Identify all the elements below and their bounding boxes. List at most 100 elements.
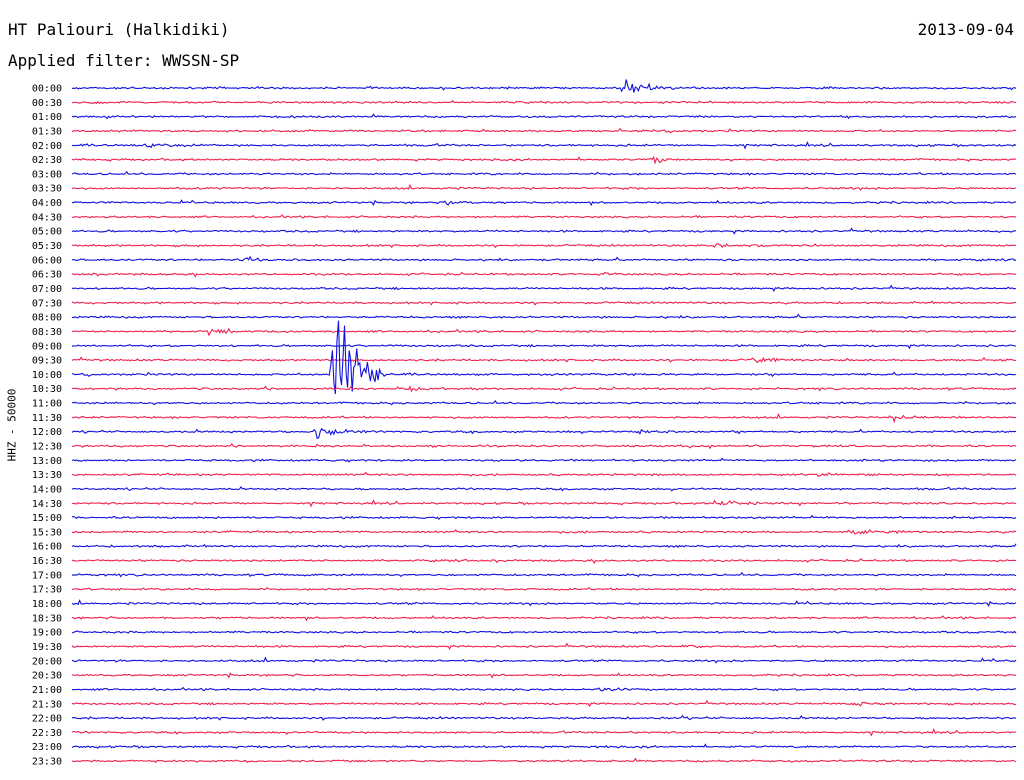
time-label-1930: 19:30 bbox=[32, 642, 62, 653]
time-label-0030: 00:30 bbox=[32, 98, 62, 109]
trace-0900 bbox=[71, 343, 1017, 350]
time-label-0930: 09:30 bbox=[32, 356, 62, 367]
trace-1830 bbox=[71, 615, 1017, 622]
time-label-1200: 12:00 bbox=[32, 427, 62, 438]
time-label-1030: 10:30 bbox=[32, 384, 62, 395]
time-label-0130: 01:30 bbox=[32, 126, 62, 137]
time-label-0230: 02:30 bbox=[32, 155, 62, 166]
recording-date: 2013-09-04 bbox=[917, 20, 1014, 39]
time-label-1800: 18:00 bbox=[32, 599, 62, 610]
trace-1400 bbox=[71, 485, 1017, 492]
time-label-2230: 22:30 bbox=[32, 728, 62, 739]
trace-0400 bbox=[71, 199, 1017, 207]
trace-1730 bbox=[71, 586, 1017, 592]
trace-1330 bbox=[71, 471, 1017, 477]
trace-1100 bbox=[71, 399, 1017, 406]
trace-0330 bbox=[71, 183, 1017, 192]
time-label-1300: 13:00 bbox=[32, 456, 62, 467]
time-label-0000: 00:00 bbox=[32, 84, 62, 95]
time-label-1430: 14:30 bbox=[32, 499, 62, 510]
trace-1200 bbox=[71, 427, 1017, 440]
trace-0530 bbox=[71, 242, 1017, 249]
time-label-1700: 17:00 bbox=[32, 570, 62, 581]
time-label-1500: 15:00 bbox=[32, 513, 62, 524]
trace-1000 bbox=[71, 320, 1017, 394]
trace-2000 bbox=[71, 656, 1017, 664]
trace-1930 bbox=[71, 642, 1016, 651]
time-label-0300: 03:00 bbox=[32, 169, 62, 180]
time-label-1400: 14:00 bbox=[32, 484, 62, 495]
trace-2200 bbox=[71, 714, 1017, 721]
time-label-1330: 13:30 bbox=[32, 470, 62, 481]
trace-1430 bbox=[71, 499, 1017, 508]
time-label-2300: 23:00 bbox=[32, 742, 62, 753]
trace-0500 bbox=[71, 227, 1016, 235]
time-label-1000: 10:00 bbox=[32, 370, 62, 381]
time-label-0600: 06:00 bbox=[32, 255, 62, 266]
trace-0600 bbox=[71, 255, 1017, 262]
trace-1630 bbox=[71, 558, 1016, 565]
time-label-1130: 11:30 bbox=[32, 413, 62, 424]
time-label-2130: 21:30 bbox=[32, 699, 62, 710]
trace-1500 bbox=[72, 514, 1017, 521]
trace-0630 bbox=[71, 271, 1017, 278]
time-label-0100: 01:00 bbox=[32, 112, 62, 123]
trace-0800 bbox=[71, 313, 1017, 320]
time-label-1900: 19:00 bbox=[32, 628, 62, 639]
time-label-1530: 15:30 bbox=[32, 527, 62, 538]
time-label-0900: 09:00 bbox=[32, 341, 62, 352]
time-label-2030: 20:30 bbox=[32, 671, 62, 682]
traces bbox=[71, 79, 1017, 764]
trace-0100 bbox=[71, 113, 1017, 120]
trace-1900 bbox=[71, 630, 1017, 635]
trace-0030 bbox=[71, 100, 1017, 105]
time-label-2000: 20:00 bbox=[32, 656, 62, 667]
trace-2230 bbox=[71, 728, 1017, 737]
time-label-1630: 16:30 bbox=[32, 556, 62, 567]
trace-0130 bbox=[71, 127, 1017, 134]
time-label-1730: 17:30 bbox=[32, 585, 62, 596]
time-label-1230: 12:30 bbox=[32, 442, 62, 453]
station-title: HT Paliouri (Halkidiki) bbox=[8, 20, 230, 39]
time-label-1600: 16:00 bbox=[32, 542, 62, 553]
time-label-0500: 05:00 bbox=[32, 227, 62, 238]
trace-1230 bbox=[71, 442, 1017, 450]
trace-1800 bbox=[71, 599, 1017, 608]
time-label-1100: 11:00 bbox=[32, 399, 62, 410]
trace-0730 bbox=[71, 300, 1017, 306]
time-label-0330: 03:30 bbox=[32, 184, 62, 195]
time-label-0200: 02:00 bbox=[32, 141, 62, 152]
filter-label: Applied filter: WWSSN-SP bbox=[8, 51, 240, 70]
time-label-2200: 22:00 bbox=[32, 714, 62, 725]
trace-2330 bbox=[71, 757, 1017, 764]
time-label-0530: 05:30 bbox=[32, 241, 62, 252]
time-label-1830: 18:30 bbox=[32, 613, 62, 624]
time-label-0430: 04:30 bbox=[32, 212, 62, 223]
trace-0430 bbox=[71, 214, 1017, 219]
trace-0230 bbox=[71, 155, 1016, 165]
trace-0000 bbox=[71, 79, 1017, 93]
time-labels: 00:00 00:30 01:00 01:30 02:00 02:30 03:00 03:30… bbox=[32, 84, 62, 768]
trace-1530 bbox=[71, 529, 1017, 535]
time-label-2330: 23:30 bbox=[32, 757, 62, 768]
trace-0830 bbox=[71, 327, 1017, 337]
trace-0200 bbox=[71, 141, 1017, 150]
trace-2300 bbox=[71, 743, 1017, 749]
trace-1300 bbox=[71, 457, 1017, 463]
time-label-0730: 07:30 bbox=[32, 298, 62, 309]
trace-1130 bbox=[71, 413, 1017, 424]
time-label-0700: 07:00 bbox=[32, 284, 62, 295]
trace-0700 bbox=[71, 284, 1017, 293]
time-label-0400: 04:00 bbox=[32, 198, 62, 209]
trace-1030 bbox=[71, 385, 1017, 393]
trace-0930 bbox=[71, 356, 1016, 364]
trace-2030 bbox=[71, 672, 1017, 679]
trace-2130 bbox=[71, 699, 1017, 708]
trace-1700 bbox=[71, 571, 1017, 578]
trace-2100 bbox=[71, 686, 1017, 692]
time-label-0830: 08:30 bbox=[32, 327, 62, 338]
trace-0300 bbox=[71, 170, 1017, 176]
time-label-0800: 08:00 bbox=[32, 313, 62, 324]
time-label-2100: 21:00 bbox=[32, 685, 62, 696]
